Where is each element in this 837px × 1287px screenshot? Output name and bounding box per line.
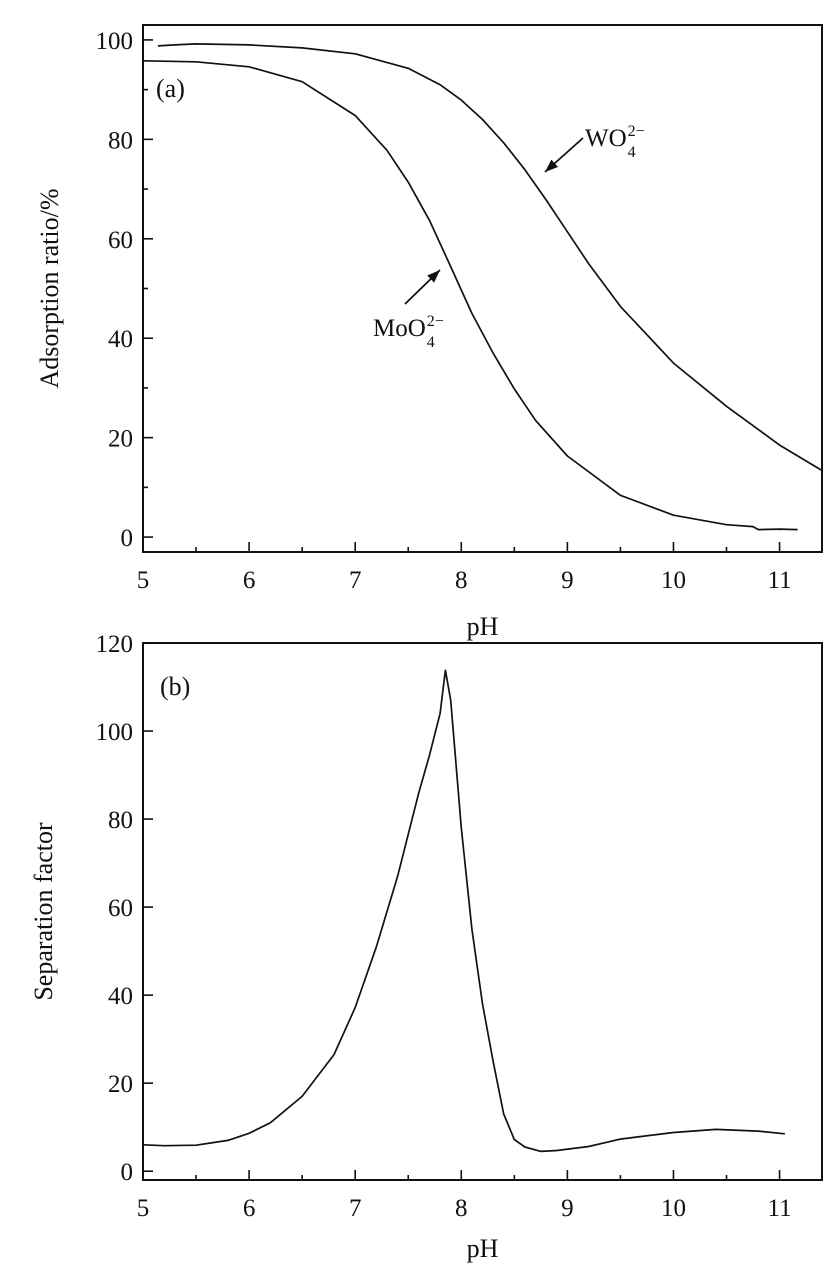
y-tick-label: 0: [121, 525, 134, 552]
chart-panel-a: 5 6 7 8 9 10 11 0 20 40 60 80 100 pH Adsorption ratio/…: [35, 24, 823, 641]
x-tick-label: 6: [243, 567, 256, 594]
y-tick-label: 40: [108, 326, 133, 353]
x-tick-label: 5: [137, 1195, 150, 1222]
series-label-subscript: 4: [628, 144, 636, 161]
x-tick-label: 11: [768, 1195, 792, 1222]
plot-frame: [142, 642, 823, 1181]
series-label: MoO: [373, 315, 426, 342]
y-axis-label: Adsorption ratio/%: [35, 188, 64, 388]
x-tick-label: 7: [349, 567, 362, 594]
y-tick-label: 80: [108, 127, 133, 154]
chart-panel-b: 5 6 7 8 9 10 11 0 20 40 60 80 100 120 pH Separation fac…: [29, 631, 823, 1263]
series-label-superscript: 2−: [628, 123, 645, 140]
x-axis-label: pH: [467, 612, 499, 641]
x-tick-label: 9: [561, 1195, 574, 1222]
y-tick-label: 100: [96, 719, 134, 746]
arrow-head: [427, 270, 440, 283]
x-tick-label: 6: [243, 1195, 256, 1222]
x-axis-label: pH: [467, 1234, 499, 1263]
y-tick-label: 0: [121, 1159, 134, 1186]
series-line-moo: [142, 59, 798, 531]
y-tick-label: 40: [108, 983, 133, 1010]
y-tick-label: 60: [108, 227, 133, 254]
x-tick-label: 8: [455, 1195, 468, 1222]
arrow-head: [545, 159, 559, 172]
x-tick-label: 11: [768, 567, 792, 594]
series-line-separation-factor: [142, 669, 785, 1153]
x-tick-label: 7: [349, 1195, 362, 1222]
series-line-wo: [157, 43, 823, 472]
series-label-subscript: 4: [427, 334, 435, 351]
y-axis-label: Separation factor: [29, 822, 58, 1001]
panel-label: (b): [160, 672, 190, 701]
panel-label: (a): [156, 74, 185, 103]
y-tick-label: 20: [108, 426, 133, 453]
x-tick-label: 5: [137, 567, 150, 594]
x-tick-label: 8: [455, 567, 468, 594]
series-label-superscript: 2−: [427, 313, 444, 330]
series-label: WO: [585, 125, 627, 152]
y-tick-label: 120: [96, 631, 134, 658]
y-tick-label: 80: [108, 807, 133, 834]
x-tick-label: 9: [561, 567, 574, 594]
x-tick-label: 10: [661, 567, 686, 594]
x-tick-label: 10: [661, 1195, 686, 1222]
plot-frame: [142, 24, 823, 553]
y-tick-label: 20: [108, 1071, 133, 1098]
y-tick-label: 60: [108, 895, 133, 922]
y-tick-label: 100: [96, 28, 134, 55]
